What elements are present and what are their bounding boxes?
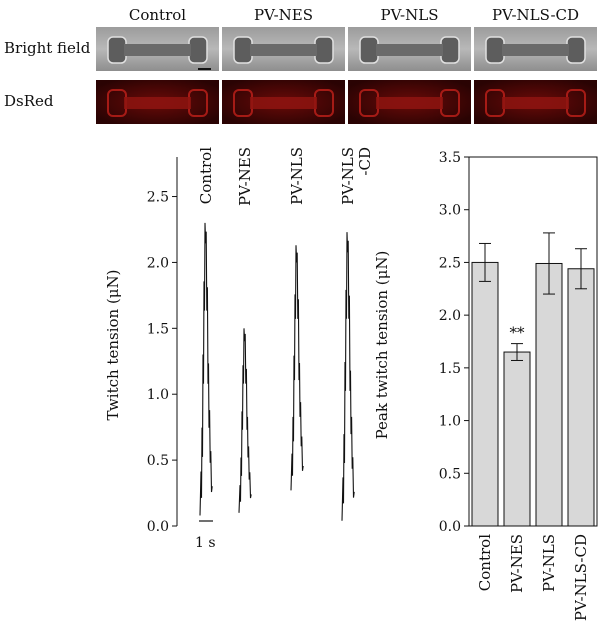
- trace-label-control: Control: [197, 147, 215, 204]
- trace-y-tick-label: 2.0: [147, 255, 169, 271]
- bar-category-label-pv-nls: PV-NLS: [540, 534, 558, 592]
- time-scale-bar-label: 1 s: [195, 535, 216, 551]
- dsred-bridge: [250, 97, 317, 109]
- bar-category-label-pv-nls-cd: PV-NLS-CD: [572, 534, 590, 621]
- tissue-post-right: [188, 36, 208, 64]
- tissue-post-right: [566, 36, 586, 64]
- bar-y-tick-label: 3.5: [439, 150, 461, 166]
- bar-pv-nls-cd: [567, 268, 595, 527]
- condition-header-pv-nes: PV-NES: [254, 6, 313, 24]
- bar-y-tick-label: 1.0: [439, 414, 461, 430]
- bar-y-tick-label: 0.0: [439, 519, 461, 535]
- bars: [471, 261, 595, 527]
- bar-category-label-control: Control: [476, 534, 494, 591]
- bar-y-tick-label: 1.5: [439, 361, 461, 377]
- bar-y-tick-label: 3.0: [439, 203, 461, 219]
- trace-y-ticks: 0.0 0.5 1.0 1.5 2.0 2.5: [147, 190, 177, 535]
- tissue-bridge: [376, 44, 443, 56]
- trace-label-pv-nes: PV-NES: [236, 147, 254, 206]
- trace-y-axis-label: Twitch tension (μN): [104, 269, 122, 420]
- error-bars: **: [479, 232, 587, 361]
- trace-y-tick-label: 2.5: [147, 190, 169, 206]
- trace-series: Control PV-NES PV-NLS PV-NLS-CD: [197, 147, 374, 521]
- dsred-bridge: [376, 97, 443, 109]
- bar-pv-nls: [535, 262, 563, 527]
- trace-label-pv-nls: PV-NLS: [288, 147, 306, 205]
- bar-y-tick-label: 2.5: [439, 255, 461, 271]
- tissue-post-left: [107, 36, 127, 64]
- condition-headers: Control PV-NES PV-NLS PV-NLS-CD: [129, 6, 579, 24]
- tissue-bridge: [502, 44, 569, 56]
- bar-y-tick-label: 0.5: [439, 466, 461, 482]
- bar-y-tick-label: 2.0: [439, 308, 461, 324]
- dsred-bridge: [502, 97, 569, 109]
- tissue-post-left: [485, 36, 505, 64]
- trace-line-pv-nls: [290, 245, 304, 491]
- dsred-bridge: [124, 97, 191, 109]
- twitch-trace-chart: 0.0 0.5 1.0 1.5 2.0 2.5 Twitch tension (μN) C…: [104, 147, 374, 551]
- bar-y-ticks: 0.0 0.5 1.0 1.5 2.0 2.5 3.0 3.5: [439, 150, 469, 535]
- significance-marker: **: [510, 324, 526, 342]
- dsred-images: [96, 80, 597, 124]
- tissue-post-left: [359, 36, 379, 64]
- trace-line-pv-nes: [238, 328, 252, 513]
- bar-pv-nes: [503, 351, 531, 527]
- condition-header-pv-nls-cd: PV-NLS-CD: [492, 6, 579, 24]
- bright-field-images: [96, 27, 597, 71]
- bar-category-label-pv-nes: PV-NES: [508, 534, 526, 593]
- bar-y-axis-label: Peak twitch tension (μN): [373, 251, 391, 440]
- micrograph-panel: Control PV-NES PV-NLS PV-NLS-CD Bright fiel…: [4, 6, 597, 124]
- trace-line-pv-nls-cd: [341, 232, 355, 521]
- tissue-post-left: [233, 36, 253, 64]
- tissue-bridge: [250, 44, 317, 56]
- condition-header-control: Control: [129, 6, 186, 24]
- trace-y-tick-label: 1.5: [147, 321, 169, 337]
- bar-plot-frame: [468, 156, 598, 527]
- bar-category-labels: Control PV-NES PV-NLS PV-NLS-CD: [476, 534, 590, 621]
- row-label-dsred: DsRed: [4, 92, 54, 110]
- trace-y-tick-label: 0.0: [147, 519, 169, 535]
- bar-control: [471, 261, 499, 527]
- trace-label-pv-nls-cd: PV-NLS-CD: [339, 147, 374, 205]
- trace-y-tick-label: 1.0: [147, 387, 169, 403]
- trace-y-tick-label: 0.5: [147, 453, 169, 469]
- trace-line-control: [199, 222, 213, 516]
- tissue-post-right: [440, 36, 460, 64]
- condition-header-pv-nls: PV-NLS: [381, 6, 439, 24]
- tissue-post-right: [314, 36, 334, 64]
- tissue-bridge: [124, 44, 191, 56]
- peak-tension-bar-chart: 0.0 0.5 1.0 1.5 2.0 2.5 3.0 3.5 ** Control PV-NE…: [373, 150, 598, 621]
- row-label-bright-field: Bright field: [4, 39, 91, 57]
